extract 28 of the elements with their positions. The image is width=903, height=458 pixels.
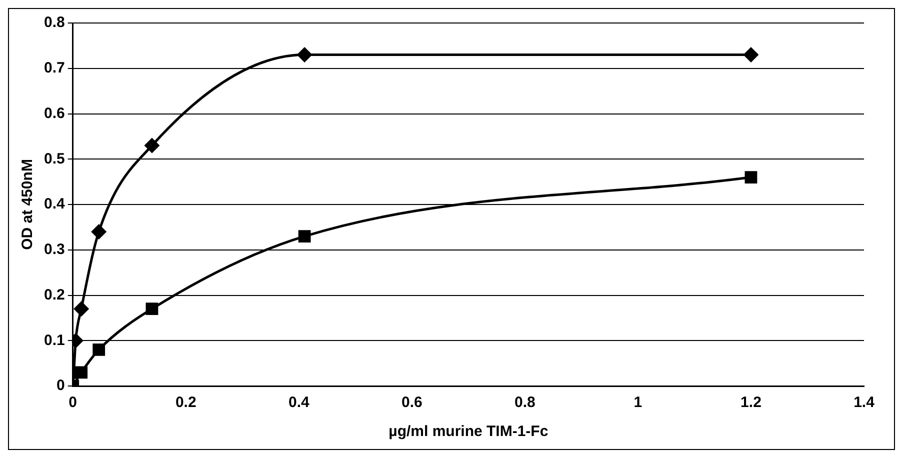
x-tick-label: 1.2 xyxy=(740,394,762,412)
point xyxy=(92,344,106,356)
point xyxy=(146,302,158,316)
x-tick-label: 0.4 xyxy=(288,394,310,412)
y-tick-label: 0 xyxy=(56,377,65,394)
y-axis-title: OD at 450nM xyxy=(19,159,36,250)
point xyxy=(297,48,312,62)
point xyxy=(298,230,311,242)
x-tick-label: 0.8 xyxy=(514,394,536,412)
y-tick-label: 0.2 xyxy=(44,286,65,304)
y-tick-label: 0.7 xyxy=(44,60,65,77)
y-tick-label: 0.4 xyxy=(44,196,66,213)
point xyxy=(92,224,106,239)
x-axis-title: µg/ml murine TIM-1-Fc xyxy=(388,423,548,440)
y-tick-label: 0.1 xyxy=(44,332,65,349)
y-tick-label: 0.3 xyxy=(44,241,65,258)
x-tick-label: 1 xyxy=(634,394,642,412)
y-tick-label: 0.8 xyxy=(44,14,65,32)
x-tick-label: 1.4 xyxy=(854,394,876,412)
point xyxy=(744,48,758,62)
y-tick-label: 0.6 xyxy=(44,104,65,122)
point xyxy=(744,171,758,184)
x-tick-label: 0 xyxy=(68,394,78,412)
x-tick-label: 0.2 xyxy=(175,394,196,412)
point xyxy=(74,302,89,316)
point xyxy=(144,138,160,153)
x-tick-label: 0.6 xyxy=(401,394,422,412)
y-tick-label: 0.5 xyxy=(44,150,65,168)
